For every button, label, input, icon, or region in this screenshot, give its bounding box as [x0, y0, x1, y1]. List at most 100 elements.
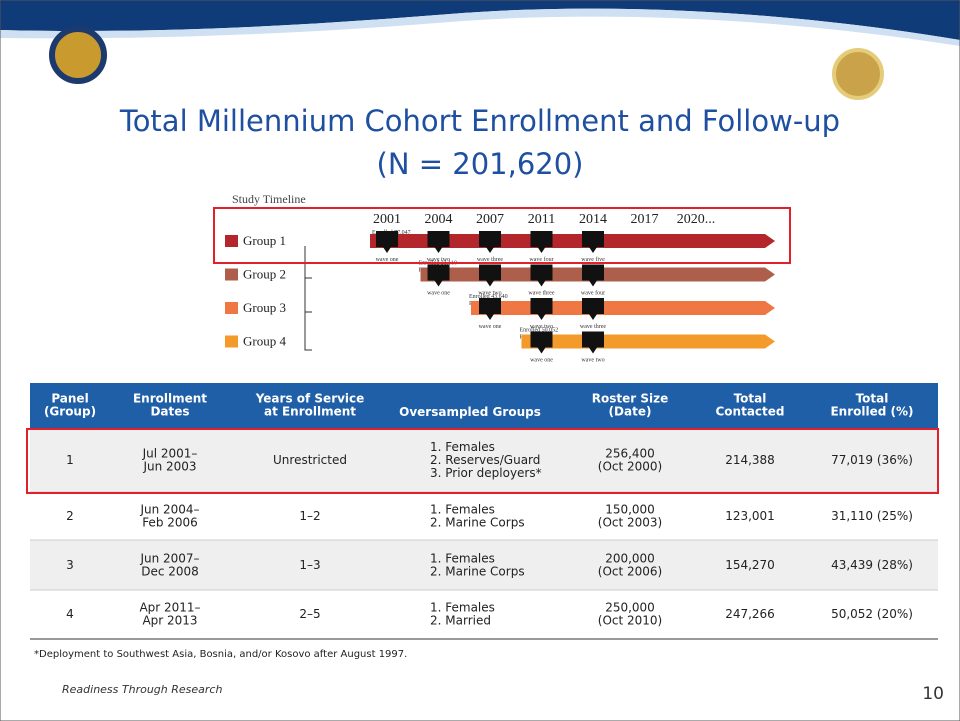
- table-header: [30, 383, 938, 428]
- highlight-box: [213, 207, 791, 264]
- footnote: *Deployment to Southwest Asia, Bosnia, a…: [34, 649, 407, 660]
- table-cell: (Oct 2003): [598, 516, 662, 530]
- wave-label: wave two: [427, 257, 450, 263]
- timeline-bar: [370, 234, 775, 248]
- header-cell: Dates: [150, 405, 189, 419]
- table-cell: Unrestricted: [273, 453, 347, 467]
- header-cell: Total: [856, 392, 889, 406]
- table-cell: 200,000: [605, 552, 655, 566]
- title-line: Total Millennium Cohort Enrollment and F…: [119, 104, 840, 138]
- wave-marker: [530, 231, 553, 253]
- table-cell: 43,439 (28%): [831, 558, 913, 572]
- header-cell: Enrolled (%): [830, 405, 913, 419]
- navy-medicine-logo: [49, 26, 107, 84]
- wave-marker: [582, 264, 604, 287]
- wave-label: wave three: [477, 257, 503, 263]
- table-cell: 1–2: [299, 509, 320, 523]
- table-cell: (Oct 2010): [598, 614, 662, 628]
- table-cell: Apr 2013: [142, 614, 197, 628]
- table-cell: 154,270: [725, 558, 775, 572]
- table-cell: 50,052 (20%): [831, 607, 913, 621]
- table-cell: 214,388: [725, 453, 775, 467]
- table-cell: 2. Marine Corps: [430, 516, 525, 530]
- group-name: Group 4: [243, 334, 286, 349]
- wave-label: wave one: [427, 291, 450, 297]
- bracket: [304, 246, 312, 351]
- table-cell: 1. Females: [430, 440, 495, 454]
- table-cell: 2: [66, 509, 74, 523]
- header-cell: Contacted: [715, 405, 784, 419]
- wave-marker: [530, 331, 553, 354]
- table-cell: 4: [66, 607, 74, 621]
- legend-swatch: [225, 235, 238, 247]
- year-label: 2020...: [677, 212, 716, 227]
- timeline-bar: [521, 334, 775, 349]
- header-wave: [0, 0, 960, 40]
- header-cell: (Group): [44, 405, 96, 419]
- year-label: 2017: [631, 212, 659, 227]
- year-label: 2001: [373, 212, 401, 227]
- year-label: 2011: [528, 212, 555, 227]
- table-cell: Jun 2004–: [139, 503, 199, 517]
- wave-label: wave one: [479, 324, 502, 330]
- enrolled-note: Enrolled 50,052: [520, 328, 559, 334]
- wave-marker: [530, 264, 553, 287]
- group-name: Group 2: [243, 267, 286, 282]
- table-cell: 1. Females: [430, 552, 495, 566]
- table-row: [30, 590, 938, 638]
- wave-label: wave three: [528, 291, 554, 297]
- table-cell: 256,400: [605, 447, 655, 461]
- table-cell: Apr 2011–: [139, 601, 200, 615]
- wave-label: wave one: [530, 358, 553, 364]
- table-cell: 250,000: [605, 601, 655, 615]
- wave-marker: [582, 298, 604, 320]
- wave-label: wave one: [376, 257, 399, 263]
- wave-label: wave two: [478, 291, 501, 297]
- legend-swatch: [225, 268, 238, 281]
- header-cell: Panel: [51, 392, 88, 406]
- page-number: 10: [922, 684, 944, 704]
- table-cell: 1–3: [299, 558, 320, 572]
- wave-label: wave five: [581, 256, 605, 263]
- table-cell: Feb 2006: [142, 516, 198, 530]
- table-cell: (Oct 2006): [598, 565, 662, 579]
- table-cell: 31,110 (25%): [831, 509, 913, 523]
- footer: Readiness Through Research: [62, 683, 222, 696]
- header-cell: Total: [734, 392, 767, 406]
- timeline-label: Study Timeline: [232, 192, 306, 206]
- header-cell: Oversampled Groups: [399, 405, 541, 419]
- legend-swatch: [225, 302, 238, 314]
- wave-marker: [376, 231, 398, 253]
- legend-swatch: [225, 335, 238, 348]
- wave-marker: [427, 231, 450, 253]
- table-cell: 2. Married: [430, 614, 491, 628]
- year-label: 2007: [476, 212, 504, 227]
- wave-label: wave two: [581, 358, 604, 364]
- wave-label: wave four: [529, 256, 553, 263]
- wave-label: wave two: [530, 324, 553, 330]
- table-cell: Dec 2008: [141, 565, 199, 579]
- wave-label: wave four: [581, 290, 605, 297]
- table-row: [30, 540, 938, 590]
- wave-marker: [479, 264, 501, 287]
- table-cell: 1. Females: [430, 601, 495, 615]
- title-line: (N = 201,620): [377, 147, 584, 181]
- highlight-row: [26, 428, 939, 494]
- table-cell: 3: [66, 558, 74, 572]
- wave-marker: [582, 331, 604, 354]
- table-cell: 2. Marine Corps: [430, 565, 525, 579]
- header-cell: Roster Size: [592, 392, 668, 406]
- enrolled-note: Enrolled 43,640: [469, 294, 508, 300]
- group-name: Group 1: [243, 233, 286, 248]
- table-cell: (Oct 2000): [598, 460, 662, 474]
- table-cell: 123,001: [725, 509, 775, 523]
- table-row: [30, 428, 938, 492]
- header-cell: at Enrollment: [264, 405, 356, 419]
- wave-marker: [530, 298, 553, 320]
- wave-marker: [479, 231, 501, 253]
- wave-marker: [427, 264, 450, 287]
- table-cell: 150,000: [605, 503, 655, 517]
- table-cell: 1: [66, 453, 74, 467]
- wave-marker: [479, 298, 501, 320]
